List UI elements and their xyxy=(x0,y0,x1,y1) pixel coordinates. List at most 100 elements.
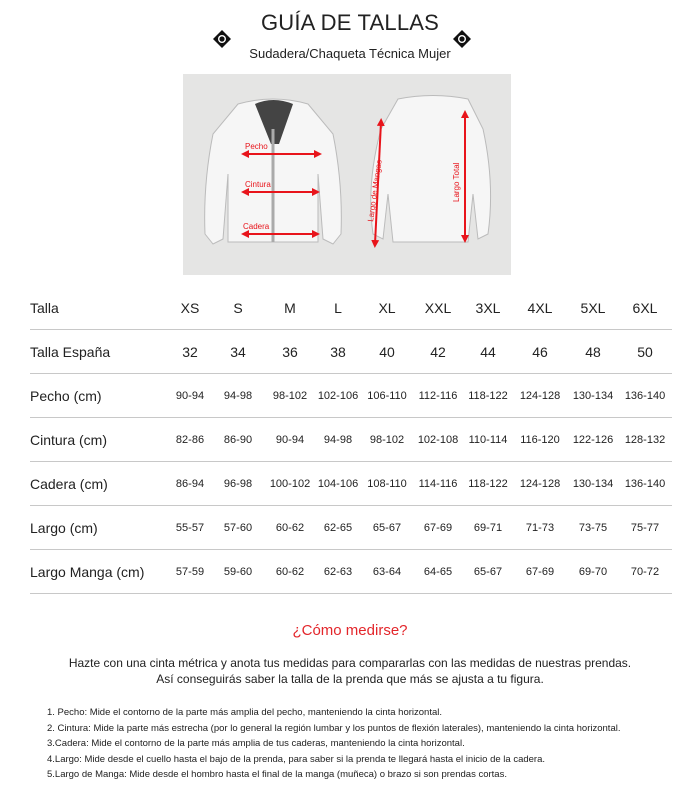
table-cell: 65-67 xyxy=(372,522,402,534)
table-cell: 65-67 xyxy=(473,566,503,578)
table-cell: 94-98 xyxy=(223,390,253,402)
table-cell: 75-77 xyxy=(630,522,660,534)
table-cell: 136-140 xyxy=(624,478,666,490)
table-cell: 110-114 xyxy=(468,434,508,446)
table-cell: 116-120 xyxy=(520,434,560,446)
table-cell: 69-71 xyxy=(473,522,503,534)
table-cell: 34 xyxy=(230,344,246,360)
table-cell: 130-134 xyxy=(572,478,614,490)
table-row: Talla España 32 34 36 38 40 42 44 46 48 50 xyxy=(30,330,672,374)
table-cell: 112-116 xyxy=(418,390,458,402)
table-cell: 3XL xyxy=(475,300,501,316)
table-cell: 106-110 xyxy=(367,390,407,402)
table-cell: 70-72 xyxy=(630,566,660,578)
table-cell: 86-90 xyxy=(223,434,253,446)
table-cell: S xyxy=(233,300,243,316)
table-cell: 57-59 xyxy=(175,566,205,578)
row-label: Talla xyxy=(30,300,59,316)
table-row: Pecho (cm) 90-94 94-98 98-102 102-106 106-110… xyxy=(30,374,672,418)
table-cell: 118-122 xyxy=(468,478,508,490)
row-label: Cadera (cm) xyxy=(30,476,108,492)
table-cell: 4XL xyxy=(527,300,553,316)
hoodie-back xyxy=(370,95,492,243)
table-cell: 38 xyxy=(330,344,346,360)
row-label: Largo Manga (cm) xyxy=(30,564,145,580)
table-cell: 50 xyxy=(637,344,653,360)
row-label: Cintura (cm) xyxy=(30,432,108,448)
table-cell: 130-134 xyxy=(572,390,614,402)
table-cell: 124-128 xyxy=(519,390,561,402)
label-length: Largo Total xyxy=(452,162,461,202)
table-cell: 114-116 xyxy=(418,478,458,490)
table-cell: 73-75 xyxy=(578,522,608,534)
step-waist: 2. Cintura: Mide la parte más estrecha (… xyxy=(47,722,621,734)
table-cell: 118-122 xyxy=(468,390,508,402)
howto-steps: 1. Pecho: Mide el contorno de la parte m… xyxy=(47,705,620,783)
step-length: 4.Largo: Mide desde el cuello hasta el b… xyxy=(47,753,546,765)
diamond-eye-icon xyxy=(213,30,231,48)
table-cell: 32 xyxy=(182,344,198,360)
table-cell: 48 xyxy=(585,344,601,360)
table-cell: 62-65 xyxy=(323,522,353,534)
table-cell: 90-94 xyxy=(175,390,205,402)
table-cell: 98-102 xyxy=(369,434,405,446)
table-row: Cintura (cm) 82-86 86-90 90-94 94-98 98-102 10… xyxy=(30,418,672,462)
table-cell: 124-128 xyxy=(519,478,561,490)
table-cell: 69-70 xyxy=(578,566,608,578)
label-waist: Cintura xyxy=(245,180,271,189)
garment-measurement-figure: Pecho Cintura Cadera Largo de Mangas Lar… xyxy=(183,74,511,275)
page-subtitle: Sudadera/Chaqueta Técnica Mujer xyxy=(249,46,451,61)
table-cell: 102-106 xyxy=(317,390,359,402)
table-cell: 64-65 xyxy=(423,566,453,578)
table-cell: 122-126 xyxy=(572,434,614,446)
table-cell: 44 xyxy=(480,344,496,360)
table-cell: 100-102 xyxy=(269,478,311,490)
howto-intro: Hazte con una cinta métrica y anota tus … xyxy=(0,655,700,687)
table-cell: 96-98 xyxy=(223,478,253,490)
table-cell: 60-62 xyxy=(275,566,305,578)
intro-line: Así conseguirás saber la talla de la pre… xyxy=(156,672,544,686)
table-cell: 104-106 xyxy=(317,478,359,490)
table-cell: 86-94 xyxy=(175,478,205,490)
label-chest: Pecho xyxy=(245,142,268,151)
table-cell: 42 xyxy=(430,344,446,360)
table-header-row: Talla XS S M L XL XXL 3XL 4XL 5XL 6XL xyxy=(30,286,672,330)
page-title: GUÍA DE TALLAS xyxy=(260,10,440,35)
table-cell: 108-110 xyxy=(367,478,407,490)
table-cell: L xyxy=(334,300,342,316)
table-cell: 82-86 xyxy=(175,434,205,446)
table-cell: 102-108 xyxy=(417,434,459,446)
intro-line: Hazte con una cinta métrica y anota tus … xyxy=(68,656,632,670)
step-hip: 3.Cadera: Mide el contorno de la parte m… xyxy=(47,738,465,749)
table-cell: 40 xyxy=(379,344,395,360)
table-cell: 57-60 xyxy=(223,522,253,534)
howto-title: ¿Cómo medirse? xyxy=(292,622,408,639)
table-cell: XXL xyxy=(424,300,452,316)
step-chest: 1. Pecho: Mide el contorno de la parte m… xyxy=(47,707,443,718)
table-cell: 59-60 xyxy=(223,566,253,578)
table-cell: 98-102 xyxy=(272,390,308,402)
table-row: Largo Manga (cm) 57-59 59-60 60-62 62-63 63-6… xyxy=(30,550,672,594)
table-cell: 6XL xyxy=(632,300,658,316)
table-cell: XS xyxy=(180,300,200,316)
step-sleeve: 5.Largo de Manga: Mide desde el hombro h… xyxy=(47,769,507,780)
table-cell: 94-98 xyxy=(323,434,353,446)
table-row: Cadera (cm) 86-94 96-98 100-102 104-106 108-1… xyxy=(30,462,672,506)
table-row: Largo (cm) 55-57 57-60 60-62 62-65 65-67 67-69… xyxy=(30,506,672,550)
table-cell: M xyxy=(284,300,296,316)
table-cell: 90-94 xyxy=(275,434,305,446)
table-cell: 128-132 xyxy=(624,434,666,446)
row-label: Largo (cm) xyxy=(30,520,98,536)
label-hip: Cadera xyxy=(243,222,270,231)
table-cell: 46 xyxy=(532,344,548,360)
row-label: Talla España xyxy=(30,344,111,360)
row-label: Pecho (cm) xyxy=(30,388,102,404)
hoodie-front xyxy=(204,98,342,245)
table-cell: 55-57 xyxy=(175,522,205,534)
table-cell: 62-63 xyxy=(323,566,353,578)
table-cell: XL xyxy=(378,300,396,316)
diamond-eye-icon xyxy=(453,30,471,48)
table-cell: 136-140 xyxy=(624,390,666,402)
table-cell: 5XL xyxy=(580,300,606,316)
table-cell: 71-73 xyxy=(525,522,555,534)
